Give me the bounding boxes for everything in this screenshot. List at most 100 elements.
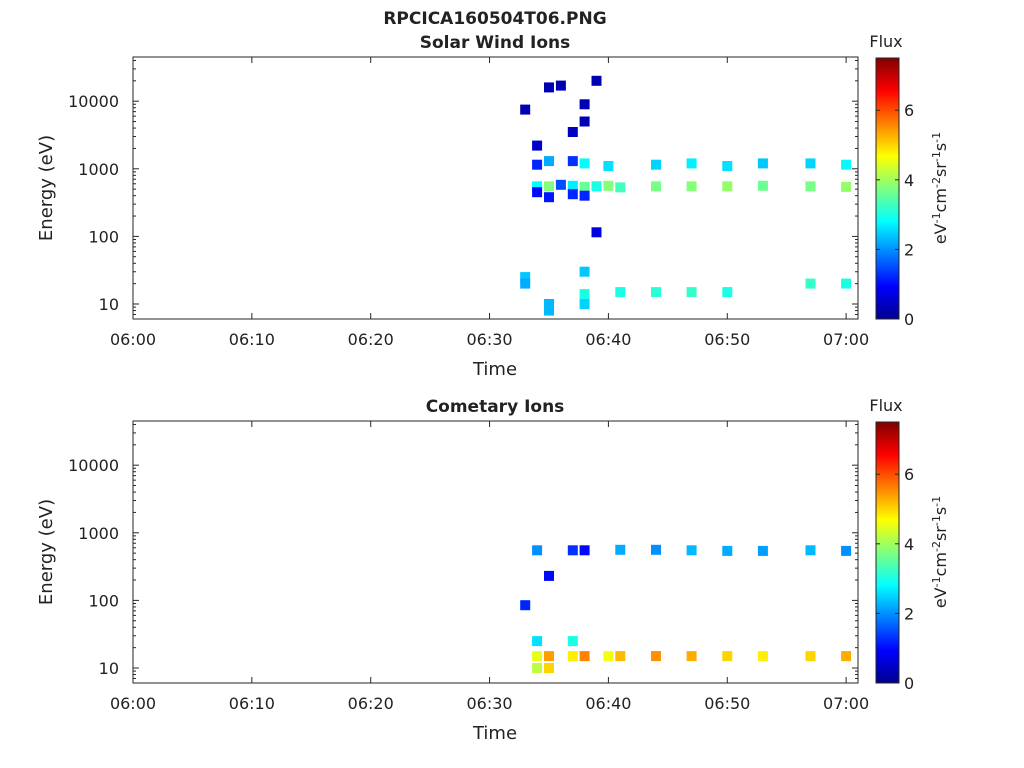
colorbar-tick-label: 6 [904,465,914,484]
figure-title: RPCICA160504T06.PNG [383,9,606,29]
heatmap-cell [520,600,531,611]
x-tick-label: 06:40 [585,694,631,713]
heatmap-cell [805,545,816,556]
heatmap-cell [722,287,733,298]
heatmap-cell [520,272,531,283]
y-tick-label: 10000 [68,456,119,475]
y-tick-label: 100 [88,227,119,246]
heatmap-cell [722,181,733,192]
heatmap-cell [520,104,531,115]
heatmap-cell [544,299,554,309]
heatmap-cell [686,545,697,556]
heatmap-cell [555,80,566,91]
heatmap-cell [532,159,543,170]
x-tick-label: 06:30 [467,694,513,713]
heatmap-cell [841,181,852,192]
y-tick-label: 1000 [78,160,119,179]
heatmap-cell [544,156,554,167]
heatmap-cell [579,299,590,309]
solar-wind-ions-panel: Solar Wind Ions 06:00 06:10 06:20 06:30 06:4… [36,32,950,380]
heatmap-cell [532,636,543,647]
colorbar-tick-label: 6 [904,101,914,120]
heatmap-cell [579,181,590,192]
heatmap-cell [686,181,697,192]
x-axis-ticks: 06:00 06:10 06:20 06:30 06:40 06:50 07:00 [110,57,869,349]
heatmap-cell [841,545,852,556]
heatmap-cell [579,158,590,169]
heatmap-cell [805,278,816,289]
heatmap-cell [544,663,554,673]
colorbar-title: Flux [869,396,902,415]
x-tick-label: 06:50 [704,330,750,349]
x-tick-label: 07:00 [823,694,869,713]
heatmap-cell [520,278,531,289]
heatmap-cell [615,182,626,193]
heatmap-cell [532,663,543,673]
x-tick-label: 06:20 [348,330,394,349]
y-axis-label: Energy (eV) [36,135,57,241]
heatmap-cell [544,305,554,316]
heatmap-cell [544,192,554,203]
x-axis-ticks: 06:00 06:10 06:20 06:30 06:40 06:50 07:00 [110,421,869,713]
heatmap-cell [579,190,590,201]
colorbar-tick-label: 0 [904,674,914,693]
heatmap-cell [651,651,661,662]
heatmap-cell [591,227,602,238]
heatmap-cell [567,545,578,556]
heatmap-cell [722,545,733,556]
heatmap-cell [579,99,590,110]
heatmap-cell [651,544,661,555]
heatmap-cell [603,651,614,662]
heatmap-cell [651,181,661,192]
heatmap-cells [520,75,852,316]
heatmap-cell [651,159,661,170]
plot-frame [132,420,859,684]
colorbar-ticks: 0 2 4 6 [876,465,914,693]
heatmap-cell [544,651,554,662]
heatmap-cell [579,116,590,127]
heatmap-cell [555,179,566,190]
heatmap-cell [591,181,602,192]
heatmap-cell [757,545,768,556]
heatmap-cell [615,544,626,555]
heatmap-cell [567,180,578,191]
x-axis-label: Time [472,359,517,380]
heatmap-cell [567,189,578,200]
heatmap-cell [615,287,626,298]
x-axis-label: Time [472,723,517,744]
heatmap-cell [805,181,816,192]
heatmap-cell [722,651,733,662]
plot-frame [132,56,859,320]
heatmap-cell [757,180,768,191]
heatmap-cell [591,75,602,86]
y-axis-ticks: 10 100 1000 10000 [68,423,858,684]
heatmap-cell [841,651,852,662]
heatmap-cell [686,287,697,298]
colorbar-tick-label: 2 [904,240,914,259]
y-tick-label: 100 [88,591,119,610]
heatmap-cell [532,187,543,198]
x-tick-label: 06:00 [110,694,156,713]
x-tick-label: 06:00 [110,330,156,349]
colorbar [875,57,900,320]
heatmap-cell [532,181,543,192]
heatmap-cell [805,158,816,169]
x-tick-label: 06:50 [704,694,750,713]
x-tick-label: 06:20 [348,694,394,713]
heatmap-cell [579,545,590,556]
panel-title: Cometary Ions [426,397,565,417]
colorbar-tick-label: 0 [904,310,914,329]
heatmap-cells [520,544,852,673]
heatmap-cell [603,161,614,171]
panel-title: Solar Wind Ions [420,33,571,53]
heatmap-cell [579,651,590,662]
y-tick-label: 1000 [78,524,119,543]
heatmap-cell [567,156,578,167]
y-axis-ticks: 10 100 1000 10000 [68,59,858,320]
heatmap-cell [757,651,768,662]
heatmap-cell [532,140,543,151]
heatmap-cell [567,127,578,137]
x-tick-label: 06:10 [229,694,275,713]
heatmap-cell [841,278,852,289]
heatmap-cell [615,651,626,662]
